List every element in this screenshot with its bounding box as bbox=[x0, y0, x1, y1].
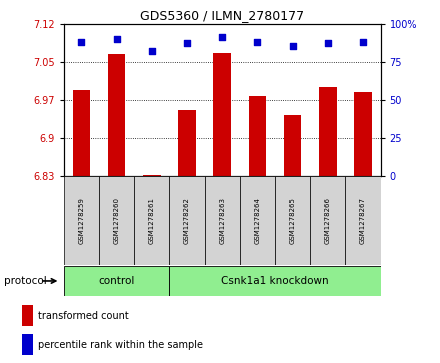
Text: GSM1278262: GSM1278262 bbox=[184, 197, 190, 244]
Text: GSM1278260: GSM1278260 bbox=[114, 197, 120, 244]
Bar bbox=[169, 266, 381, 296]
Bar bbox=[64, 176, 99, 265]
Text: transformed count: transformed count bbox=[38, 311, 129, 321]
Bar bbox=[169, 176, 205, 265]
Point bbox=[289, 44, 296, 49]
Point bbox=[183, 41, 191, 46]
Text: GSM1278267: GSM1278267 bbox=[360, 197, 366, 244]
Bar bbox=[134, 176, 169, 265]
Bar bbox=[64, 266, 169, 296]
Text: Csnk1a1 knockdown: Csnk1a1 knockdown bbox=[221, 276, 329, 286]
Point bbox=[254, 39, 261, 45]
Text: GSM1278261: GSM1278261 bbox=[149, 197, 155, 244]
Bar bbox=[345, 176, 381, 265]
Point bbox=[324, 41, 331, 46]
Title: GDS5360 / ILMN_2780177: GDS5360 / ILMN_2780177 bbox=[140, 9, 304, 23]
Point bbox=[359, 39, 367, 45]
Point bbox=[78, 39, 85, 45]
Text: control: control bbox=[99, 276, 135, 286]
Bar bbox=[205, 176, 240, 265]
Bar bbox=[240, 176, 275, 265]
Bar bbox=[354, 92, 372, 176]
Bar bbox=[143, 175, 161, 176]
Text: GSM1278263: GSM1278263 bbox=[219, 197, 225, 244]
Text: protocol: protocol bbox=[4, 276, 47, 286]
Text: GSM1278264: GSM1278264 bbox=[254, 197, 260, 244]
Bar bbox=[73, 90, 90, 176]
Bar bbox=[275, 176, 310, 265]
Bar bbox=[108, 54, 125, 176]
Bar bbox=[213, 53, 231, 176]
Text: GSM1278259: GSM1278259 bbox=[78, 197, 84, 244]
Point bbox=[113, 36, 120, 42]
Bar bbox=[319, 87, 337, 176]
Bar bbox=[22, 305, 33, 326]
Point bbox=[148, 48, 155, 54]
Bar bbox=[249, 96, 266, 176]
Text: GSM1278266: GSM1278266 bbox=[325, 197, 331, 244]
Bar bbox=[178, 110, 196, 176]
Point bbox=[219, 34, 226, 40]
Bar bbox=[22, 334, 33, 355]
Bar bbox=[99, 176, 134, 265]
Bar bbox=[310, 176, 345, 265]
Text: GSM1278265: GSM1278265 bbox=[290, 197, 296, 244]
Text: percentile rank within the sample: percentile rank within the sample bbox=[38, 340, 203, 350]
Bar bbox=[284, 115, 301, 176]
